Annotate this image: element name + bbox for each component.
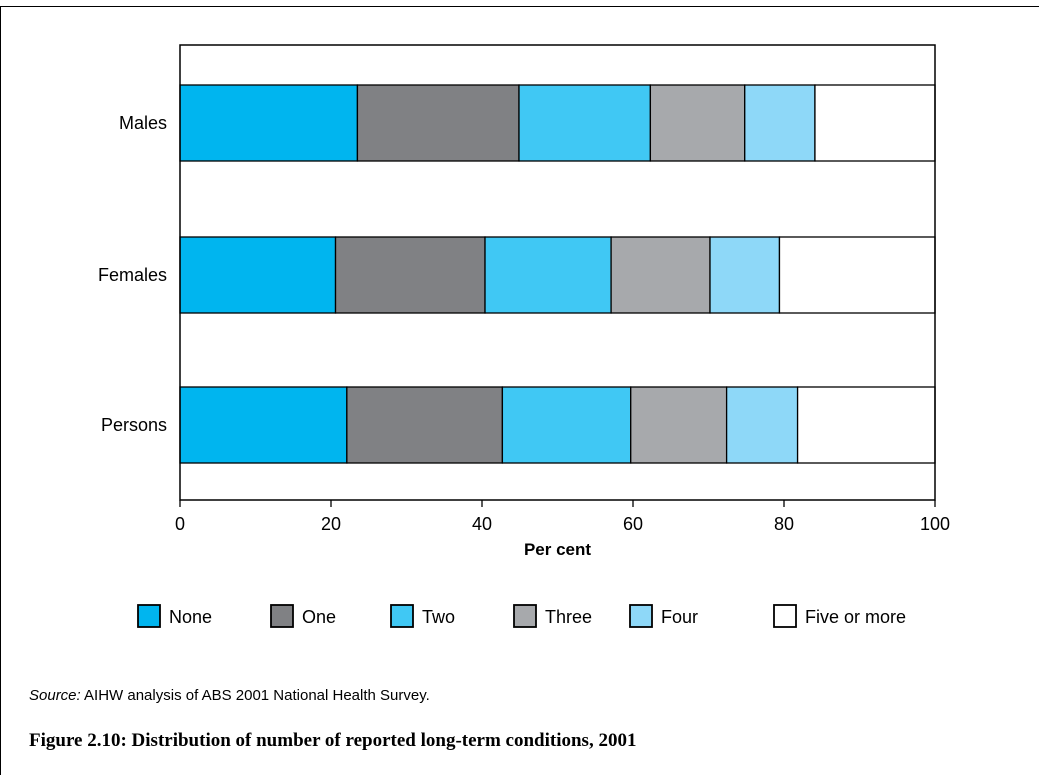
figure-caption: Figure 2.10: Distribution of number of r… [29,730,637,751]
figure-frame [0,6,1039,775]
x-tick-label-0: 0 [175,514,185,534]
legend-item-three: Three [513,604,592,628]
bar-males-one [356,84,520,162]
legend-swatch-none [137,604,161,628]
x-tick-label-100: 100 [920,514,950,534]
bar-females-two [484,236,612,314]
bar-females-five-or-more [778,236,936,314]
x-tick-label-40: 40 [472,514,492,534]
bar-persons-five-or-more [796,386,936,464]
legend-label-four: Four [661,607,698,627]
legend-swatch-five-or-more [773,604,797,628]
category-label-persons: Persons [101,415,167,435]
bar-males-five-or-more [814,84,936,162]
labels-layer: Males Females Persons 0 20 40 60 80 100 Per cent [98,113,950,559]
bar-females-none [179,236,337,314]
legend-swatch-three [513,604,537,628]
bar-persons-none [179,386,348,464]
x-tick-label-80: 80 [774,514,794,534]
legend-item-none: None [137,604,212,628]
bars-layer [179,84,936,464]
bar-males-none [179,84,359,162]
bar-males-four [744,84,816,162]
legend-label-two: Two [422,607,455,627]
legend-label-three: Three [545,607,592,627]
legend-swatch-two [390,604,414,628]
legend-item-two: Two [390,604,455,628]
source-label: Source: [29,687,81,704]
bar-females-four [709,236,781,314]
category-label-females: Females [98,265,167,285]
bar-persons-four [725,386,799,464]
legend-label-five-or-more: Five or more [805,607,906,627]
category-label-males: Males [119,113,167,133]
legend-swatch-one [270,604,294,628]
legend-item-four: Four [629,604,698,628]
x-axis-title: Per cent [524,540,591,559]
source-note: Source: AIHW analysis of ABS 2001 Nation… [29,687,430,704]
source-text: AIHW analysis of ABS 2001 National Healt… [80,687,430,704]
bar-persons-three [630,386,728,464]
legend-item-five-or-more: Five or more [773,604,906,628]
legend-swatch-four [629,604,653,628]
bar-males-three [649,84,746,162]
plot-area-border [179,44,936,501]
axis-layer [179,44,936,507]
bar-females-one [334,236,486,314]
bar-persons-two [501,386,632,464]
legend-item-one: One [270,604,336,628]
bar-persons-one [346,386,504,464]
legend-label-none: None [169,607,212,627]
legend-label-one: One [302,607,336,627]
x-tick-label-20: 20 [321,514,341,534]
bar-females-three [610,236,711,314]
bar-males-two [518,84,652,162]
x-tick-label-60: 60 [623,514,643,534]
legend: None One Two Three Four Five or more [137,604,906,628]
